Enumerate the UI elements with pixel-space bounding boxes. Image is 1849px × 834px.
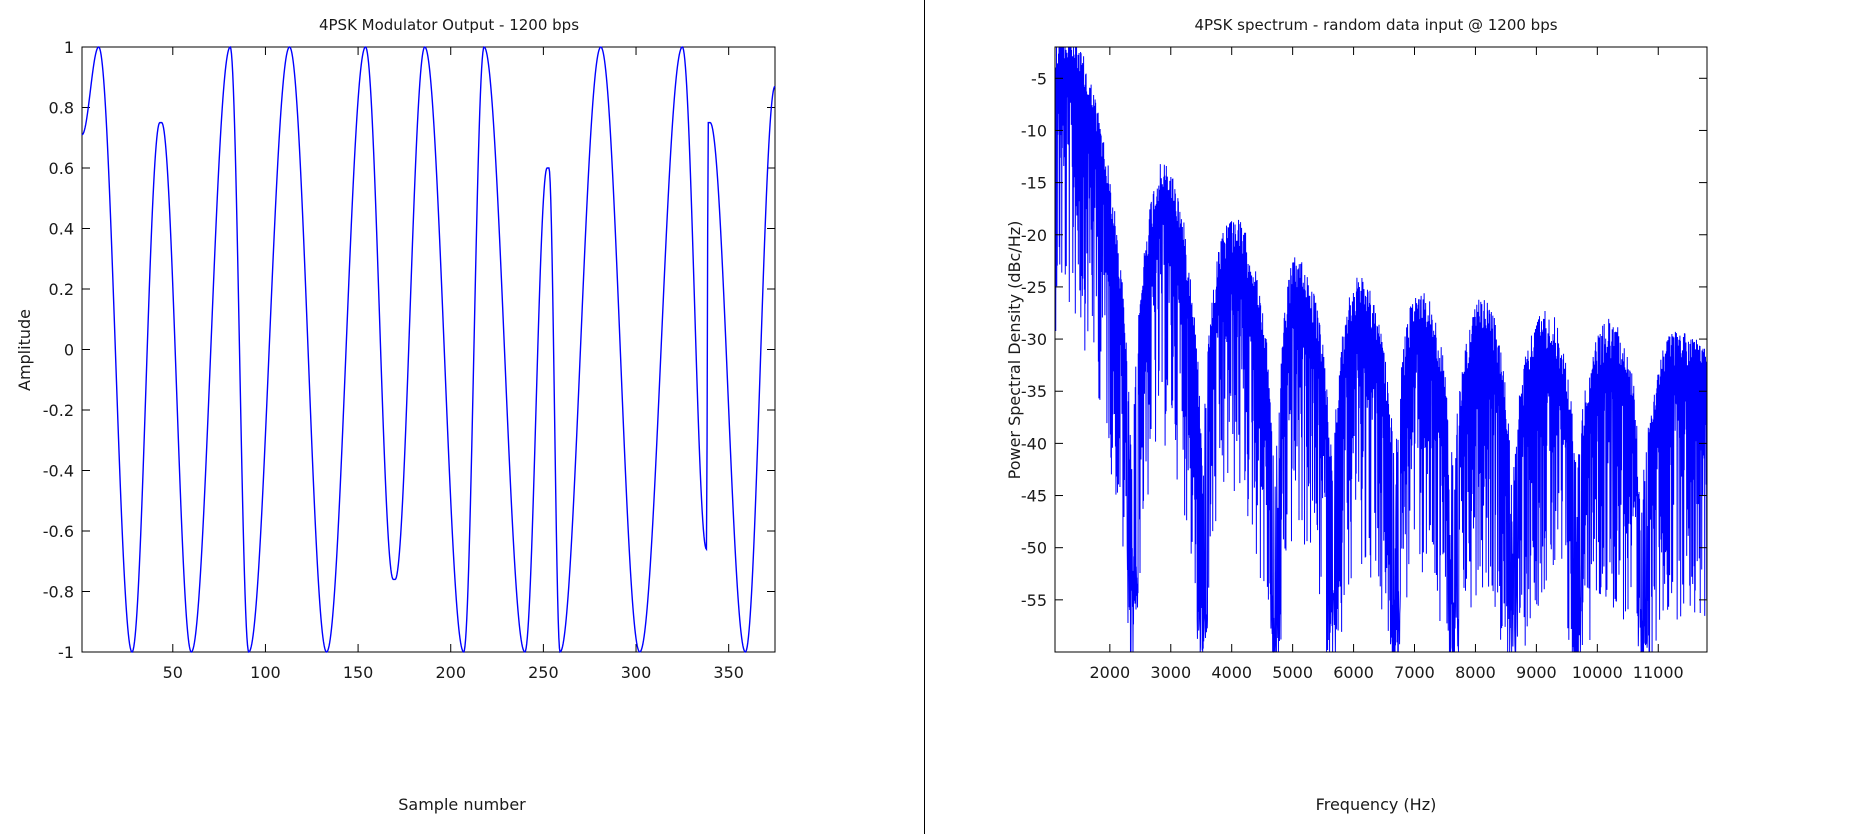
y-tick-label: -15 [1021,174,1047,193]
y-tick-label: -45 [1021,487,1047,506]
x-tick-label: 100 [250,663,281,682]
x-axis-label: Frequency (Hz) [1316,795,1437,814]
chart-background [0,0,924,834]
plot-area: 50 100 150 200 250 300 350 1 0.8 0.6 0.4 0.2 0 -0.2 -0… [43,38,776,682]
chart-title: 4PSK spectrum - random data input @ 1200… [1194,16,1557,34]
x-tick-label: 4000 [1211,663,1252,682]
spectrum-line [1054,46,1708,653]
x-tick-label: 200 [435,663,466,682]
y-tick-label: 0.8 [49,99,74,118]
x-tick-label: 10000 [1572,663,1623,682]
x-tick-label: 5000 [1272,663,1313,682]
waveform-line [81,45,776,654]
y-tick-label: -10 [1021,121,1047,140]
spectrum-panel: 4PSK spectrum - random data input @ 1200… [925,0,1849,834]
plot-area: 2000 3000 4000 5000 6000 7000 8000 9000 10000 110… [1021,46,1708,682]
x-tick-label: 300 [621,663,652,682]
y-tick-label: -0.4 [43,462,74,481]
y-tick-label: 0 [64,341,74,360]
x-tick-label: 350 [713,663,744,682]
y-tick-label: 0.4 [49,220,74,239]
x-tick-label: 11000 [1633,663,1684,682]
x-tick-label: 2000 [1089,663,1130,682]
y-tick-label: -35 [1021,382,1047,401]
y-tick-label: -1 [58,643,74,662]
y-tick-label: -20 [1021,226,1047,245]
y-tick-label: -0.6 [43,522,74,541]
y-tick-label: -25 [1021,278,1047,297]
y-tick-label: 1 [64,38,74,57]
x-tick-label: 7000 [1394,663,1435,682]
x-tick-label: 3000 [1150,663,1191,682]
x-tick-label: 150 [343,663,374,682]
axes-frame [1054,46,1708,653]
x-tick-label: 50 [163,663,183,682]
y-tick-label: -0.2 [43,401,74,420]
y-tick-label: -30 [1021,330,1047,349]
y-tick-label: -0.8 [43,583,74,602]
y-tick-label: 0.6 [49,159,74,178]
chart-title: 4PSK Modulator Output - 1200 bps [319,16,579,34]
spectrum-chart: 4PSK spectrum - random data input @ 1200… [925,0,1849,834]
x-axis-label: Sample number [398,795,526,814]
modulator-output-chart: 4PSK Modulator Output - 1200 bps Sample … [0,0,924,834]
modulator-output-panel: 4PSK Modulator Output - 1200 bps Sample … [0,0,924,834]
x-tick-label: 6000 [1333,663,1374,682]
y-tick-label: 0.2 [49,280,74,299]
x-tick-label: 8000 [1455,663,1496,682]
y-tick-label: -50 [1021,539,1047,558]
x-tick-label: 9000 [1516,663,1557,682]
y-tick-label: -5 [1031,69,1047,88]
y-axis-label: Amplitude [15,309,34,391]
y-tick-label: -40 [1021,434,1047,453]
x-tick-label: 250 [528,663,559,682]
y-tick-label: -55 [1021,591,1047,610]
y-axis-label: Power Spectral Density (dBc/Hz) [1005,221,1024,480]
